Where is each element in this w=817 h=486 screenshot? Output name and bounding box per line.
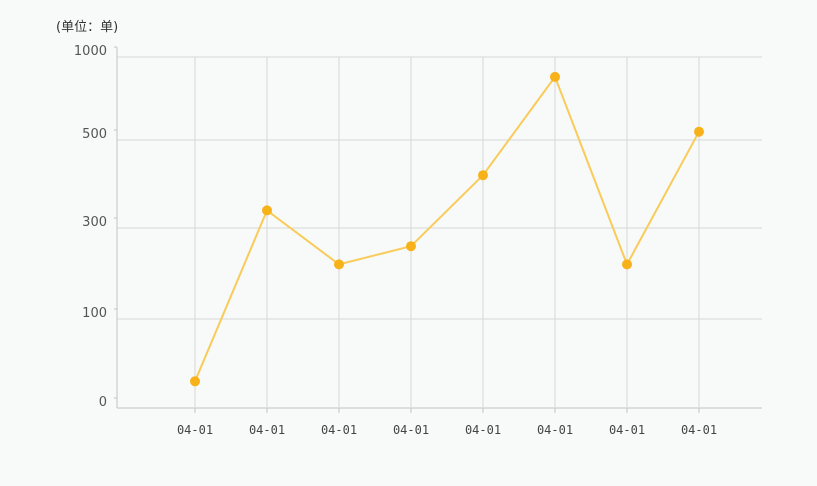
x-tick-label: 04-01	[177, 423, 213, 437]
x-tick-label: 04-01	[393, 423, 429, 437]
x-tick-label: 04-01	[465, 423, 501, 437]
x-tick-label: 04-01	[681, 423, 717, 437]
data-point	[262, 205, 272, 216]
y-tick-label: 100	[82, 306, 107, 321]
y-tick-label: 300	[82, 215, 107, 230]
series-line	[194, 75, 700, 382]
data-point	[694, 126, 704, 137]
unit-label: (单位：单)	[56, 20, 119, 35]
x-tick-label: 04-01	[609, 423, 645, 437]
x-tick-label: 04-01	[249, 423, 285, 437]
data-point	[478, 170, 488, 181]
data-point	[190, 376, 200, 387]
x-tick-label: 04-01	[321, 423, 357, 437]
data-point	[406, 241, 416, 252]
data-point	[622, 259, 632, 270]
y-tick-label: 1000	[74, 44, 107, 59]
y-tick-label: 500	[82, 127, 107, 142]
data-point	[550, 71, 560, 82]
x-tick-label: 04-01	[537, 423, 573, 437]
data-point	[334, 259, 344, 270]
y-tick-label: 0	[99, 395, 107, 410]
